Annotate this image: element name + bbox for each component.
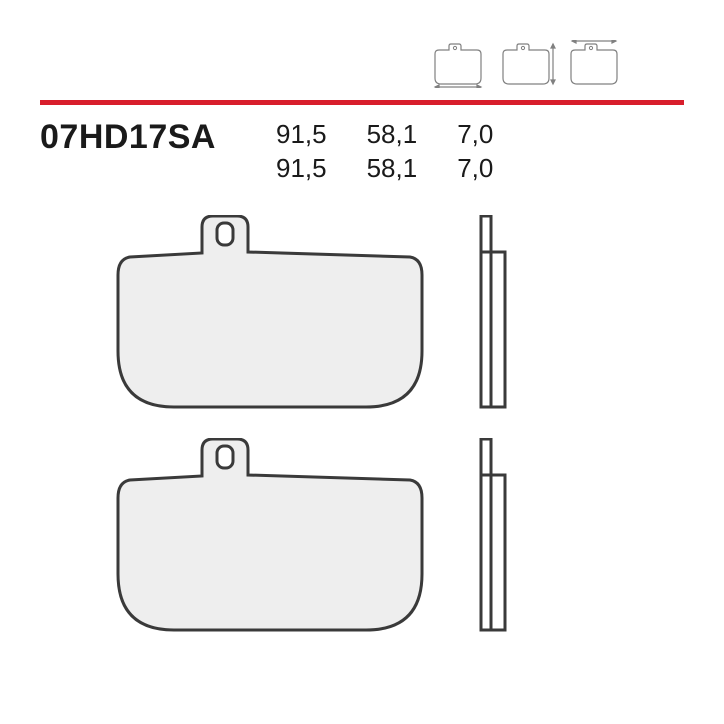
dim-value: 7,0 [457, 118, 493, 152]
dimension-icons-row [428, 40, 624, 88]
height-dimension-icon [496, 40, 556, 88]
part-number: 07HD17SA [40, 118, 216, 186]
dim-value: 91,5 [276, 118, 327, 152]
dim-value: 58,1 [367, 152, 418, 186]
dim-value: 58,1 [367, 118, 418, 152]
brake-pad-side-view [478, 215, 508, 410]
thickness-dimension-icon [564, 40, 624, 88]
dim-value: 7,0 [457, 152, 493, 186]
pad-row-2 [110, 438, 630, 633]
dimensions-table: 91,5 91,5 58,1 58,1 7,0 7,0 [276, 118, 493, 186]
width-column: 91,5 91,5 [276, 118, 327, 186]
pad-diagram-area [110, 215, 630, 661]
thickness-column: 7,0 7,0 [457, 118, 493, 186]
width-dimension-icon [428, 40, 488, 88]
red-separator-line [40, 100, 684, 105]
brake-pad-face-view [110, 438, 430, 633]
height-column: 58,1 58,1 [367, 118, 418, 186]
spec-canvas: 07HD17SA 91,5 91,5 58,1 58,1 7,0 7,0 [40, 40, 684, 684]
spec-row: 07HD17SA 91,5 91,5 58,1 58,1 7,0 7,0 [40, 118, 684, 186]
brake-pad-side-view [478, 438, 508, 633]
pad-row-1 [110, 215, 630, 410]
dim-value: 91,5 [276, 152, 327, 186]
brake-pad-face-view [110, 215, 430, 410]
